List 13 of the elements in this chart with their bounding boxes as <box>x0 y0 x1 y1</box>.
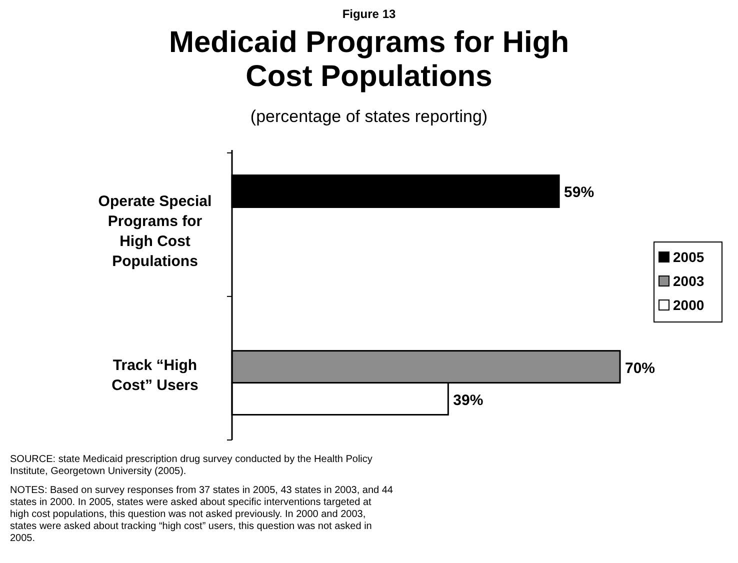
chart-subtitle: (percentage of states reporting) <box>250 107 488 126</box>
data-label: 59% <box>564 184 594 202</box>
caption: Figure 13 <box>342 7 396 21</box>
source-note: SOURCE: state Medicaid prescription drug survey conducted by the Health Policy Institute, Georgetown University (2005). <box>10 454 372 477</box>
legend-label: 2000 <box>673 297 704 313</box>
y-tick-label: Operate Special Programs for High Cost Populations <box>98 193 212 270</box>
data-label: 39% <box>453 392 484 409</box>
chart-title: Medicaid Programs for High Cost Populations <box>168 26 570 93</box>
legend-label: 2003 <box>673 273 704 289</box>
y-tick-label: Track “High Cost” Users <box>112 356 198 394</box>
data-label: 70% <box>625 360 656 377</box>
text: NOTES: Based on survey responses from 37 states in 2005, 43 states in 2003, and 44 states in 2000. In 2005, states were asked about specific interventions targeted at high cost populations, this question was not asked previously. In 2000 and 2003, states were asked about tracking “high cost” users, this question was not asked in 2005. <box>10 485 394 544</box>
legend-label: 2005 <box>673 249 704 265</box>
